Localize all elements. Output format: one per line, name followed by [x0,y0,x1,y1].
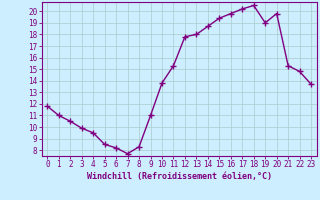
X-axis label: Windchill (Refroidissement éolien,°C): Windchill (Refroidissement éolien,°C) [87,172,272,181]
